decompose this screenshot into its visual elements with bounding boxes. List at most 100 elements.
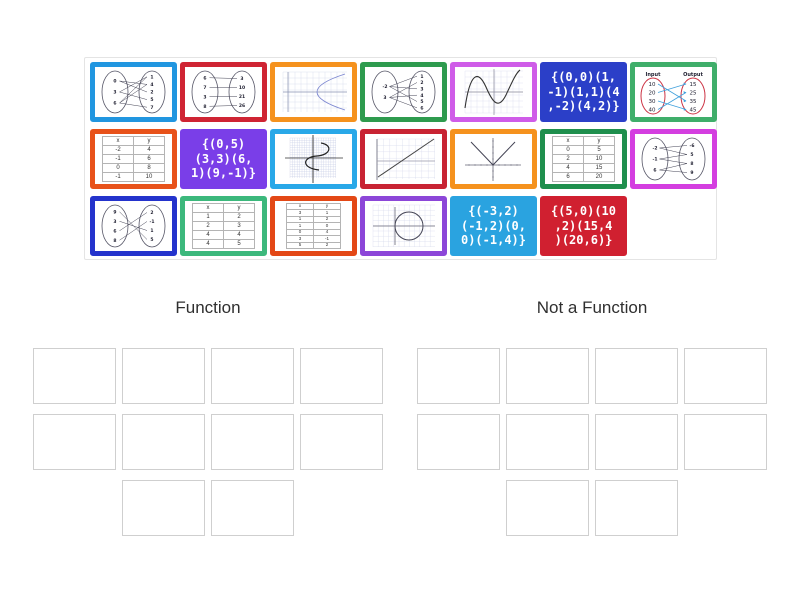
line-graph xyxy=(376,138,435,180)
svg-text:6: 6 xyxy=(420,105,423,111)
svg-text:5: 5 xyxy=(690,152,693,158)
tile-pairs[interactable]: {(5,0)(10,2)(15,4)(20,6)} xyxy=(540,196,627,256)
tile-table[interactable]: x y -2 4 -1 6 0 8 -1 10 xyxy=(90,129,177,189)
tile-row: x y -2 4 -1 6 0 8 -1 10 {(0,5) (3,3)(6, 1)(9,-1)} x y 0… xyxy=(90,129,717,189)
drop-area-not-a-function xyxy=(417,348,767,536)
svg-text:0: 0 xyxy=(113,79,116,85)
svg-text:3: 3 xyxy=(113,219,116,225)
ordered-pairs-text: {(0,5) (3,3)(6, 1)(9,-1)} xyxy=(190,137,257,181)
drop-slot[interactable] xyxy=(506,348,589,404)
ordered-pairs-text: {(0,0)(1, -1)(1,1)(4 ,-2)(4,2)} xyxy=(547,70,620,114)
svg-text:5: 5 xyxy=(420,99,423,105)
slot-row xyxy=(33,414,383,470)
drop-slot[interactable] xyxy=(595,414,678,470)
svg-text:6: 6 xyxy=(113,101,116,107)
svg-text:4: 4 xyxy=(150,82,153,88)
drop-slot[interactable] xyxy=(595,480,678,536)
svg-text:25: 25 xyxy=(690,90,697,96)
tile-mapping[interactable]: -2 -1 6 -6 5 8 9 xyxy=(630,129,717,189)
svg-text:2: 2 xyxy=(420,80,423,86)
tile-pairs[interactable]: {(0,0)(1, -1)(1,1)(4 ,-2)(4,2)} xyxy=(540,62,627,122)
svg-text:8: 8 xyxy=(113,238,116,244)
cubic-graph xyxy=(464,69,523,115)
svg-text:10: 10 xyxy=(239,85,245,91)
tile-graph[interactable] xyxy=(450,62,537,122)
svg-text:1: 1 xyxy=(150,74,153,80)
drop-slot[interactable] xyxy=(33,348,116,404)
svg-text:2: 2 xyxy=(150,90,153,96)
tile-graph[interactable] xyxy=(360,196,447,256)
svg-text:6: 6 xyxy=(113,228,116,234)
ordered-pairs-text: {(-3,2) (-1,2)(0, 0)(-1,4)} xyxy=(460,204,527,248)
drop-slot[interactable] xyxy=(595,348,678,404)
svg-text:2: 2 xyxy=(150,210,153,216)
category-not-a-function: Not a Function xyxy=(417,298,767,546)
svg-text:3: 3 xyxy=(203,94,206,100)
xy-table: x y 0 5 2 10 4 15 6 20 xyxy=(552,136,615,182)
svg-text:7: 7 xyxy=(203,85,206,91)
drop-slot[interactable] xyxy=(122,480,205,536)
svg-text:6: 6 xyxy=(203,75,206,81)
tile-graph[interactable] xyxy=(360,129,447,189)
tile-row: 9 3 6 8 2 -1 1 5 x y 1 2 2 3 4 4 4 5 x y 3 1 1 2 1 0 0 4 3 -1 5 2 {(-3,2… xyxy=(90,196,716,256)
svg-text:10: 10 xyxy=(649,82,656,88)
slot-row xyxy=(417,348,767,404)
category-title-not-a-function: Not a Function xyxy=(536,298,648,317)
tile-io[interactable]: Input Output 10 20 30 40 15 25 35 45 xyxy=(630,62,717,122)
mapping-diagram: 6 7 3 8 3 10 21 26 xyxy=(191,70,256,114)
svg-text:-2: -2 xyxy=(653,146,658,152)
svg-text:26: 26 xyxy=(239,103,245,109)
drop-slot[interactable] xyxy=(122,414,205,470)
tile-mapping[interactable]: 9 3 6 8 2 -1 1 5 xyxy=(90,196,177,256)
circle-graph xyxy=(372,204,435,247)
xy-table: x y 3 1 1 2 1 0 0 4 3 -1 5 2 xyxy=(286,202,341,250)
svg-text:21: 21 xyxy=(239,94,245,100)
slot-row xyxy=(33,348,383,404)
tile-table[interactable]: x y 0 5 2 10 4 15 6 20 xyxy=(540,129,627,189)
drop-slot[interactable] xyxy=(417,348,500,404)
drop-slot[interactable] xyxy=(300,348,383,404)
tile-graph[interactable] xyxy=(270,62,357,122)
slot-row xyxy=(417,414,767,470)
svg-text:-1: -1 xyxy=(653,157,658,163)
svg-text:3: 3 xyxy=(240,76,243,82)
tile-pairs[interactable]: {(0,5) (3,3)(6, 1)(9,-1)} xyxy=(180,129,267,189)
tile-mapping[interactable]: -2 3 1 2 3 4 5 6 xyxy=(360,62,447,122)
drop-slot[interactable] xyxy=(506,480,589,536)
input-output-diagram: Input Output 10 20 30 40 15 25 35 45 xyxy=(640,72,706,115)
svg-text:1: 1 xyxy=(420,74,423,80)
svg-text:5: 5 xyxy=(150,237,153,243)
svg-text:1: 1 xyxy=(150,228,153,234)
xy-table: x y -2 4 -1 6 0 8 -1 10 xyxy=(102,136,165,182)
parabola-right-graph xyxy=(282,71,347,112)
s-curve-graph xyxy=(285,135,343,183)
svg-text:-2: -2 xyxy=(383,84,388,90)
svg-text:45: 45 xyxy=(690,107,697,113)
svg-text:30: 30 xyxy=(649,99,656,105)
tile-pairs[interactable]: {(-3,2) (-1,2)(0, 0)(-1,4)} xyxy=(450,196,537,256)
drop-slot[interactable] xyxy=(211,414,294,470)
tile-tray: 0 3 6 1 4 2 5 7 6 7 3 8 3 10 21 26 -2 3 1 2 3 4 5 6 {(0,0)(1, -1)… xyxy=(84,57,717,260)
drop-slot[interactable] xyxy=(300,414,383,470)
drop-slot[interactable] xyxy=(684,348,767,404)
drop-slot[interactable] xyxy=(122,348,205,404)
drop-slot[interactable] xyxy=(506,414,589,470)
drop-slot[interactable] xyxy=(33,414,116,470)
tile-graph[interactable] xyxy=(450,129,537,189)
svg-text:7: 7 xyxy=(150,105,153,111)
svg-text:-6: -6 xyxy=(690,143,695,149)
svg-text:20: 20 xyxy=(649,90,656,96)
ordered-pairs-text: {(5,0)(10,2)(15,4)(20,6)} xyxy=(550,204,617,248)
drop-slot[interactable] xyxy=(211,480,294,536)
mapping-diagram: 0 3 6 1 4 25 7 xyxy=(101,70,166,114)
drop-slot[interactable] xyxy=(684,414,767,470)
tile-mapping[interactable]: 6 7 3 8 3 10 21 26 xyxy=(180,62,267,122)
drop-slot[interactable] xyxy=(417,414,500,470)
svg-text:-1: -1 xyxy=(150,219,155,225)
tile-graph[interactable] xyxy=(270,129,357,189)
tile-table[interactable]: x y 3 1 1 2 1 0 0 4 3 -1 5 2 xyxy=(270,196,357,256)
drop-slot[interactable] xyxy=(211,348,294,404)
